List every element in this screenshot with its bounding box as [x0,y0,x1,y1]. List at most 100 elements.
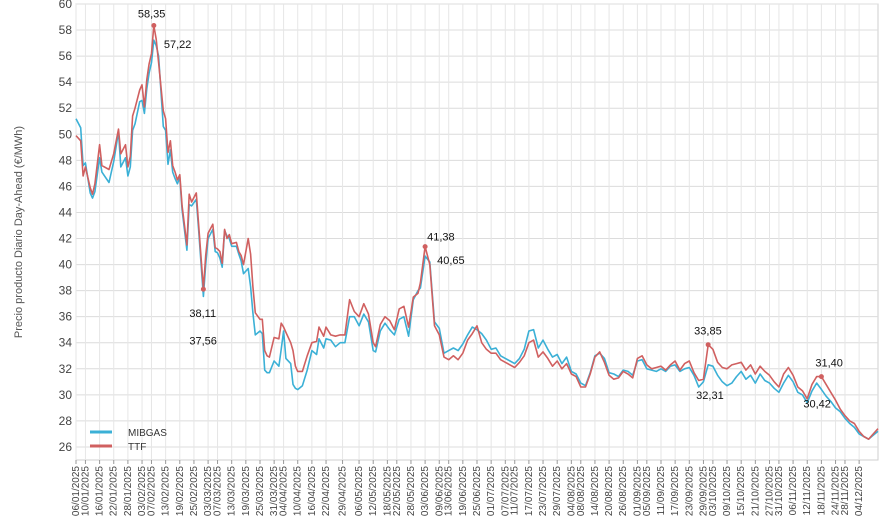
x-tick-label: 29/09/2025 [698,466,709,516]
x-tick-label: 31/03/2025 [269,466,280,516]
x-tick-label: 31/10/2025 [774,466,785,516]
x-tick-label: 18/11/2025 [816,466,827,516]
x-tick-label: 28/11/2025 [840,466,851,516]
x-tick-label: 07/02/2025 [146,466,157,516]
data-label: 40,65 [437,255,465,267]
y-tick-label: 48 [59,153,73,167]
legend-label-mibgas: MIBGAS [128,428,167,439]
x-tick-label: 15/10/2025 [736,466,747,516]
x-tick-label: 19/06/2025 [458,466,469,516]
x-tick-label: 28/01/2025 [123,466,134,516]
x-tick-label: 17/09/2025 [670,466,681,516]
annotation-marker [151,22,157,28]
annotation-marker [818,374,824,380]
axes: 26 28 30 32 34 36 38 40 42 44 46 48 50 52 54 56 58 60 06/0… [59,0,865,516]
data-label: 30,42 [803,398,831,410]
x-tick-label: 12/05/2025 [368,466,379,516]
y-tick-label: 60 [59,0,73,11]
data-label: 58,35 [138,8,166,20]
y-tick-label: 36 [59,310,73,324]
x-tick-label: 28/05/2025 [406,466,417,516]
x-tick-label: 11/07/2025 [510,466,521,516]
y-tick-label: 38 [59,284,73,298]
y-tick-label: 30 [59,388,73,402]
legend-label-ttf: TTF [128,442,146,453]
x-tick-label: 29/04/2025 [338,466,349,516]
x-tick-label: 06/01/2025 [71,466,82,516]
x-tick-label: 14/08/2025 [590,466,601,516]
x-tick-label: 06/05/2025 [354,466,365,516]
x-tick-label: 25/03/2025 [255,466,266,516]
x-tick-label: 13/02/2025 [161,466,172,516]
x-tick-label: 19/02/2025 [175,466,186,516]
x-tick-label: 18/05/2025 [382,466,393,516]
x-tick-label: 27/10/2025 [764,466,775,516]
x-tick-label: 01/07/2025 [486,466,497,516]
y-tick-label: 26 [59,440,73,454]
x-tick-label: 03/10/2025 [708,466,719,516]
y-tick-label: 50 [59,127,73,141]
grid [75,3,879,461]
x-tick-label: 10/04/2025 [293,466,304,516]
series-line-mibgas [75,39,879,440]
x-tick-label: 04/04/2025 [279,466,290,516]
y-tick-label: 42 [59,232,73,246]
y-tick-label: 52 [59,101,73,115]
series-line-ttf [75,24,879,440]
x-tick-label: 07/03/2025 [213,466,224,516]
annotation-marker [705,342,711,348]
x-tick-label: 04/12/2025 [854,466,865,516]
data-label: 57,22 [164,39,192,51]
annotation-marker [200,286,206,292]
x-tick-label: 16/01/2025 [95,466,106,516]
data-label: 41,38 [427,232,455,244]
annotations: 58,35 57,22 38,11 37,56 41,38 40,65 33,85 32,31… [138,8,843,410]
y-tick-label: 32 [59,362,73,376]
x-tick-label: 16/04/2025 [307,466,318,516]
x-tick-label: 21/10/2025 [750,466,761,516]
x-tick-label: 03/02/2025 [137,466,148,516]
x-tick-label: 13/06/2025 [444,466,455,516]
x-tick-label: 03/06/2025 [420,466,431,516]
data-label: 32,31 [696,390,724,402]
y-tick-label: 46 [59,179,73,193]
y-tick-label: 54 [59,75,73,89]
x-tick-label: 17/07/2025 [524,466,535,516]
series-lines [75,24,879,440]
x-tick-label: 01/09/2025 [632,466,643,516]
x-tick-label: 23/07/2025 [538,466,549,516]
x-tick-label: 10/01/2025 [80,466,91,516]
x-tick-label: 23/09/2025 [684,466,695,516]
x-tick-label: 03/03/2025 [203,466,214,516]
data-label: 37,56 [189,335,217,347]
x-tick-label: 08/08/2025 [576,466,587,516]
x-tick-label: 25/02/2025 [189,466,200,516]
data-label: 31,40 [815,358,843,370]
x-tick-label: 07/07/2025 [500,466,511,516]
x-tick-label: 22/04/2025 [321,466,332,516]
x-tick-label: 05/09/2025 [642,466,653,516]
y-axis-title: Precio producto Diario Day-Ahead (€/MWh) [13,126,25,338]
x-tick-label: 20/08/2025 [604,466,615,516]
x-tick-label: 04/08/2025 [566,466,577,516]
x-tick-label: 19/03/2025 [241,466,252,516]
y-tick-label: 56 [59,49,73,63]
data-label: 33,85 [694,326,722,338]
y-tick-label: 40 [59,258,73,272]
y-tick-label: 44 [59,205,73,219]
legend: MIBGAS TTF [90,428,167,453]
x-tick-label: 11/09/2025 [656,466,667,516]
x-tick-label: 24/11/2025 [831,466,842,516]
x-tick-label: 22/01/2025 [109,466,120,516]
x-tick-label: 29/07/2025 [552,466,563,516]
x-tick-label: 09/10/2025 [722,466,733,516]
y-tick-label: 58 [59,23,73,37]
y-tick-label: 28 [59,414,73,428]
x-tick-label: 22/05/2025 [392,466,403,516]
y-tick-label: 34 [59,336,73,350]
x-tick-label: 12/11/2025 [802,466,813,516]
data-label: 38,11 [189,308,216,320]
x-tick-label: 06/11/2025 [788,466,799,516]
